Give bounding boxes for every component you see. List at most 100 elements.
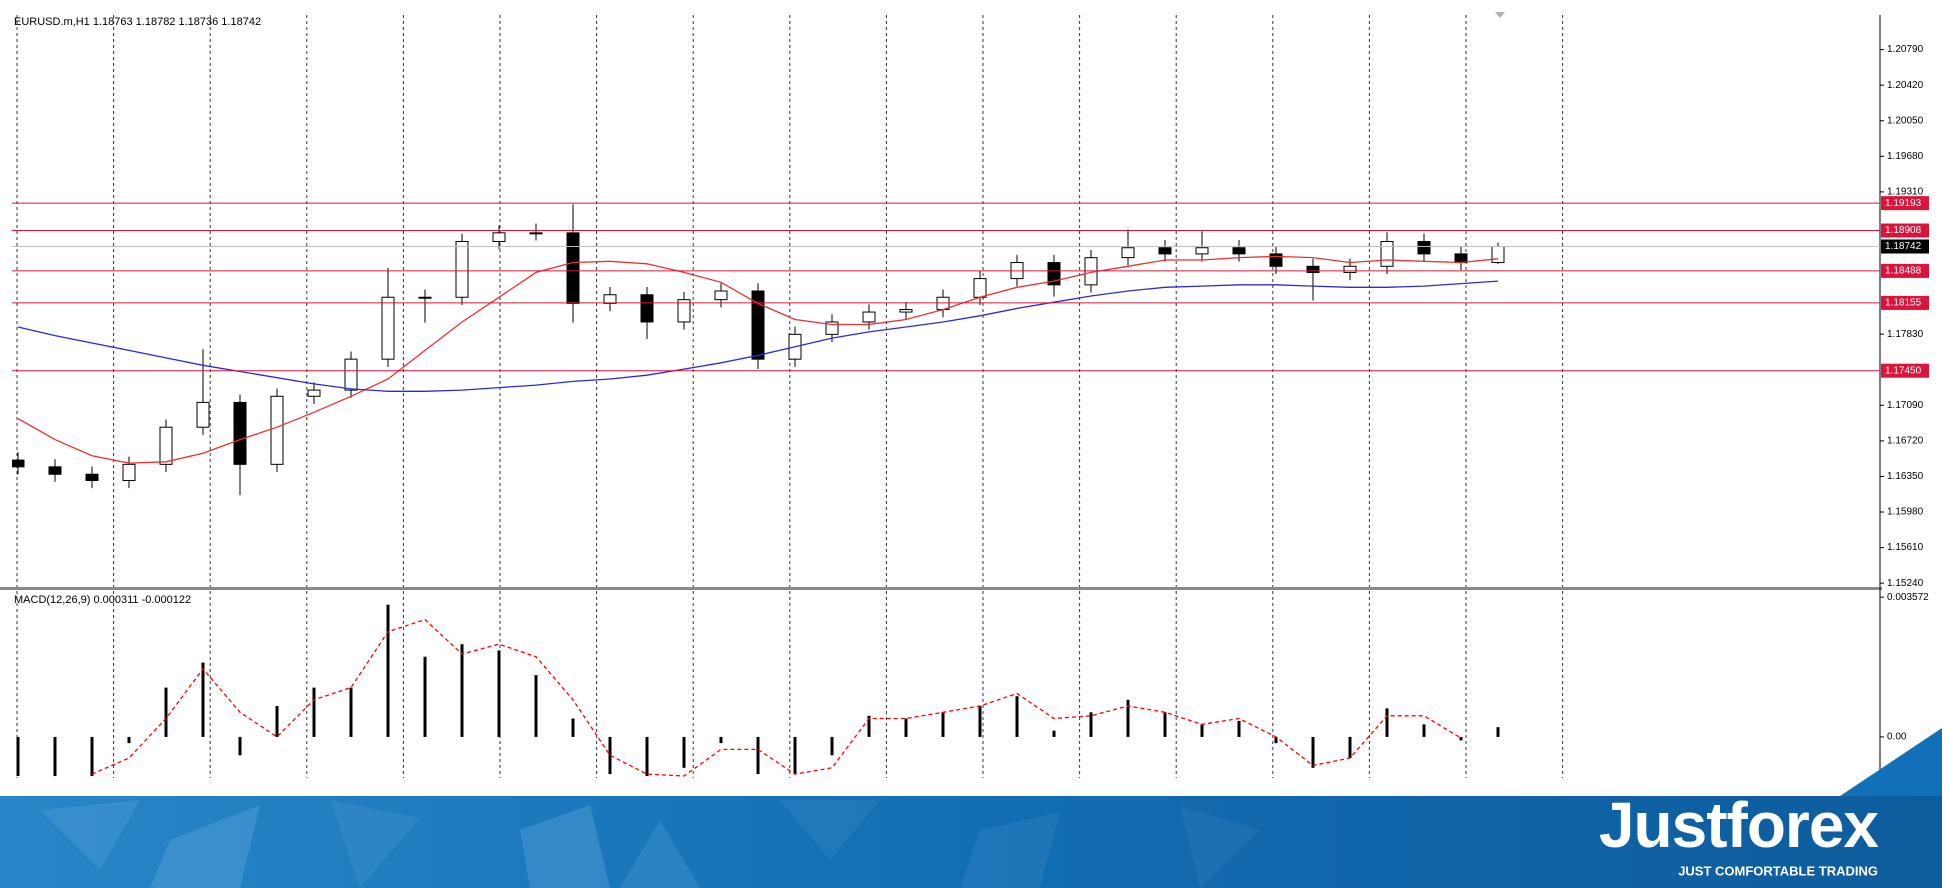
candle-body — [899, 309, 913, 313]
y-tick-label: 1.19310 — [1887, 187, 1924, 198]
y-tick-label: 0.00 — [1887, 732, 1907, 743]
level-label: 1.18908 — [1885, 225, 1922, 236]
banner-decoration — [620, 820, 700, 888]
candle-body — [862, 311, 876, 323]
y-tick-label: 1.20050 — [1887, 115, 1924, 126]
histogram-bar — [1163, 712, 1167, 737]
histogram-bar — [164, 687, 168, 737]
banner-decoration — [520, 805, 610, 888]
histogram-bar — [497, 650, 501, 737]
indicator-line — [91, 618, 1462, 777]
candle-body — [1195, 247, 1209, 255]
level-label: 1.19193 — [1885, 198, 1922, 209]
level-label-box — [1881, 223, 1929, 238]
y-tick-label: 0.003572 — [1887, 592, 1929, 603]
histogram-bar — [830, 736, 834, 756]
histogram-bar — [1052, 730, 1056, 737]
histogram-bar — [1385, 708, 1389, 737]
histogram-bar — [312, 687, 316, 737]
y-tick-label: 1.15980 — [1887, 507, 1924, 518]
candle-body — [1417, 240, 1431, 255]
candle-body — [973, 278, 987, 298]
histogram-bar — [1422, 724, 1426, 737]
histogram-bar — [1348, 736, 1352, 759]
candle-body — [418, 296, 432, 299]
panel-axis: EURUSD.m,H1 1.18763 1.18782 1.18736 1.18… — [14, 16, 1924, 589]
histogram-bar — [386, 604, 390, 737]
candle-body — [1158, 247, 1172, 255]
y-tick-label: 1.15240 — [1887, 578, 1924, 589]
panel — [16, 604, 1500, 777]
y-tick-label: 1.15610 — [1887, 542, 1924, 553]
histogram-bar — [1200, 724, 1204, 737]
last-price-label: 1.18742 — [1885, 241, 1922, 252]
histogram-bar — [16, 736, 20, 777]
histogram-bar — [941, 712, 945, 737]
y-tick-label: 1.20420 — [1887, 80, 1924, 91]
banner-decoration — [330, 800, 420, 888]
histogram-bar — [1496, 727, 1500, 737]
candle-body — [344, 358, 358, 391]
panel-separator — [0, 587, 1882, 590]
candle-body — [1232, 247, 1246, 255]
histogram-bar — [756, 736, 760, 775]
candle-body — [159, 426, 173, 465]
banner: Justforex JUST COMFORTABLE TRADING — [0, 728, 1942, 888]
histogram-bar — [53, 736, 57, 777]
candle-body — [751, 290, 765, 360]
histogram-bar — [682, 736, 686, 768]
level-label: 1.18155 — [1885, 298, 1922, 309]
banner-decoration — [40, 800, 140, 870]
histogram-bar — [238, 736, 242, 756]
histogram-bar — [1459, 736, 1463, 741]
y-tick-label: 1.19680 — [1887, 151, 1924, 162]
banner-decoration — [1180, 806, 1260, 888]
histogram-bar — [201, 662, 205, 737]
histogram-bar — [1015, 696, 1019, 737]
banner-decoration — [960, 812, 1060, 888]
histogram-bar — [867, 715, 871, 737]
y-tick-label: 1.17090 — [1887, 400, 1924, 411]
histogram-bar — [645, 736, 649, 777]
histogram-bar — [423, 656, 427, 737]
candle-body — [85, 473, 99, 481]
histogram-bar — [719, 736, 723, 744]
brand-logo: Justforex — [1599, 789, 1880, 861]
last-price-box — [1881, 239, 1929, 254]
candle-body — [307, 389, 321, 397]
banner-corner — [1840, 728, 1942, 796]
candle-body — [12, 459, 25, 468]
banner-decoration — [150, 805, 260, 888]
banner-background — [0, 796, 1942, 888]
level-label-box — [1881, 295, 1929, 310]
histogram-bar — [1274, 736, 1278, 744]
candle-body — [1491, 245, 1505, 264]
candle-body — [270, 395, 284, 465]
candle-body — [603, 294, 617, 304]
histogram-bar — [534, 675, 538, 737]
histogram-bar — [1089, 712, 1093, 737]
level-label-box — [1881, 363, 1929, 378]
histogram-bar — [127, 736, 131, 744]
histogram-bar — [1311, 736, 1315, 768]
candle-body — [640, 294, 654, 323]
banner-decoration — [780, 800, 880, 860]
histogram-bar — [793, 736, 797, 775]
indicator-line — [17, 280, 1499, 392]
histogram-bar — [90, 736, 94, 777]
histogram-bar — [460, 644, 464, 737]
histogram-bar — [349, 687, 353, 737]
candle-body — [122, 463, 136, 481]
candle-body — [233, 401, 247, 465]
candle-body — [196, 401, 210, 428]
histogram-bar — [275, 706, 279, 737]
candle-body — [529, 232, 543, 235]
histogram-bar — [1237, 720, 1241, 737]
histogram-bar — [904, 718, 908, 737]
brand-tagline: JUST COMFORTABLE TRADING — [1678, 863, 1878, 878]
histogram-bar — [978, 706, 982, 737]
chart-title: EURUSD.m,H1 1.18763 1.18782 1.18736 1.18… — [14, 16, 261, 28]
candle-body — [566, 232, 580, 304]
